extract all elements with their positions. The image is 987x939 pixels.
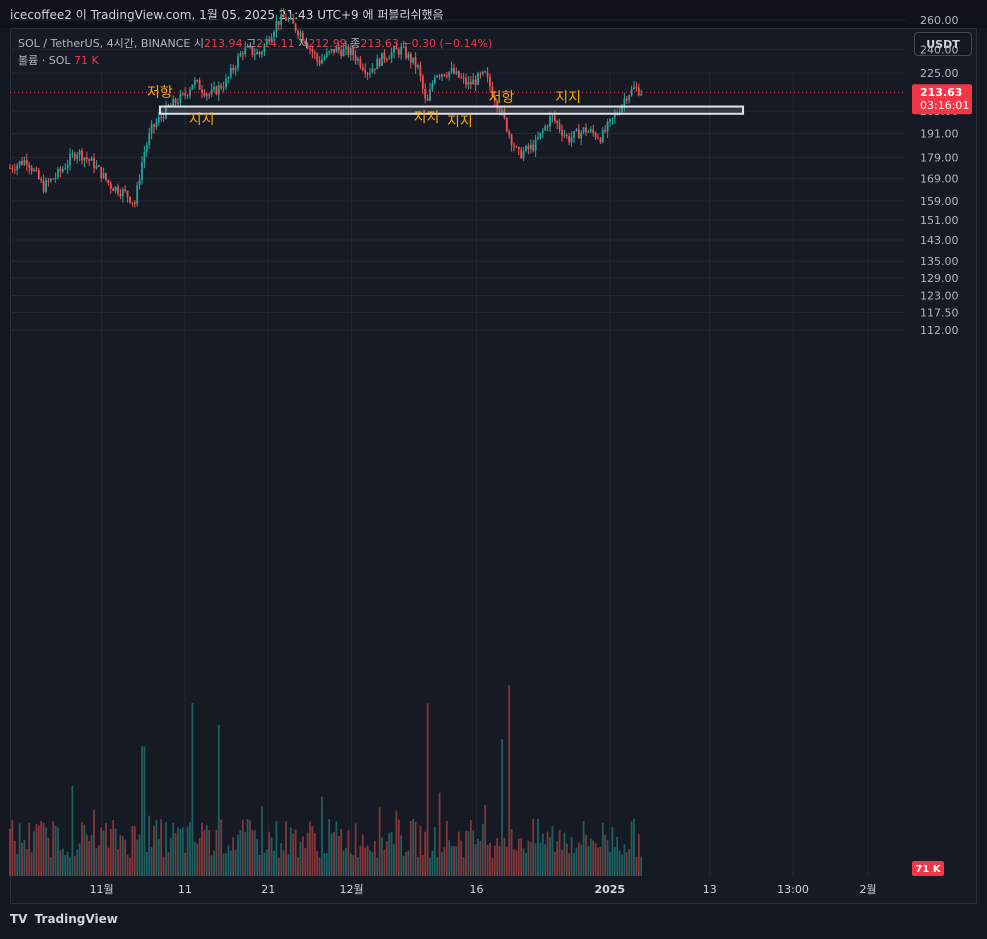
footer-brand: TradingView [34, 912, 118, 926]
open-label: 시 [193, 37, 204, 50]
open-value: 213.94 [203, 37, 243, 50]
symbol-info: SOL / TetherUS, 4시간, BINANCE [18, 37, 191, 50]
volume-label: 볼륨 · SOL [18, 54, 71, 67]
close-label: 종 [350, 37, 361, 50]
footer-branding[interactable]: 𝗧𝗩 TradingView [10, 912, 118, 926]
chart-panel[interactable] [10, 28, 977, 904]
tradingview-logo-icon: 𝗧𝗩 [10, 912, 28, 926]
symbol-legend: SOL / TetherUS, 4시간, BINANCE 시213.94 고21… [18, 35, 492, 51]
high-label: 고 [245, 37, 257, 50]
close-value: 213.63 [360, 37, 399, 50]
high-value: 214.11 [256, 37, 295, 50]
volume-value: 71 K [74, 54, 99, 67]
currency-button[interactable]: USDT [914, 32, 972, 56]
low-value: 212.99 [308, 37, 347, 50]
change-value: −0.30 (−0.14%) [402, 37, 493, 50]
volume-legend: 볼륨 · SOL 71 K [18, 52, 99, 68]
publish-header: icecoffee2 이 TradingView.com, 1월 05, 202… [0, 0, 987, 28]
publish-header-text: icecoffee2 이 TradingView.com, 1월 05, 202… [10, 8, 444, 22]
low-label: 저 [298, 37, 309, 50]
